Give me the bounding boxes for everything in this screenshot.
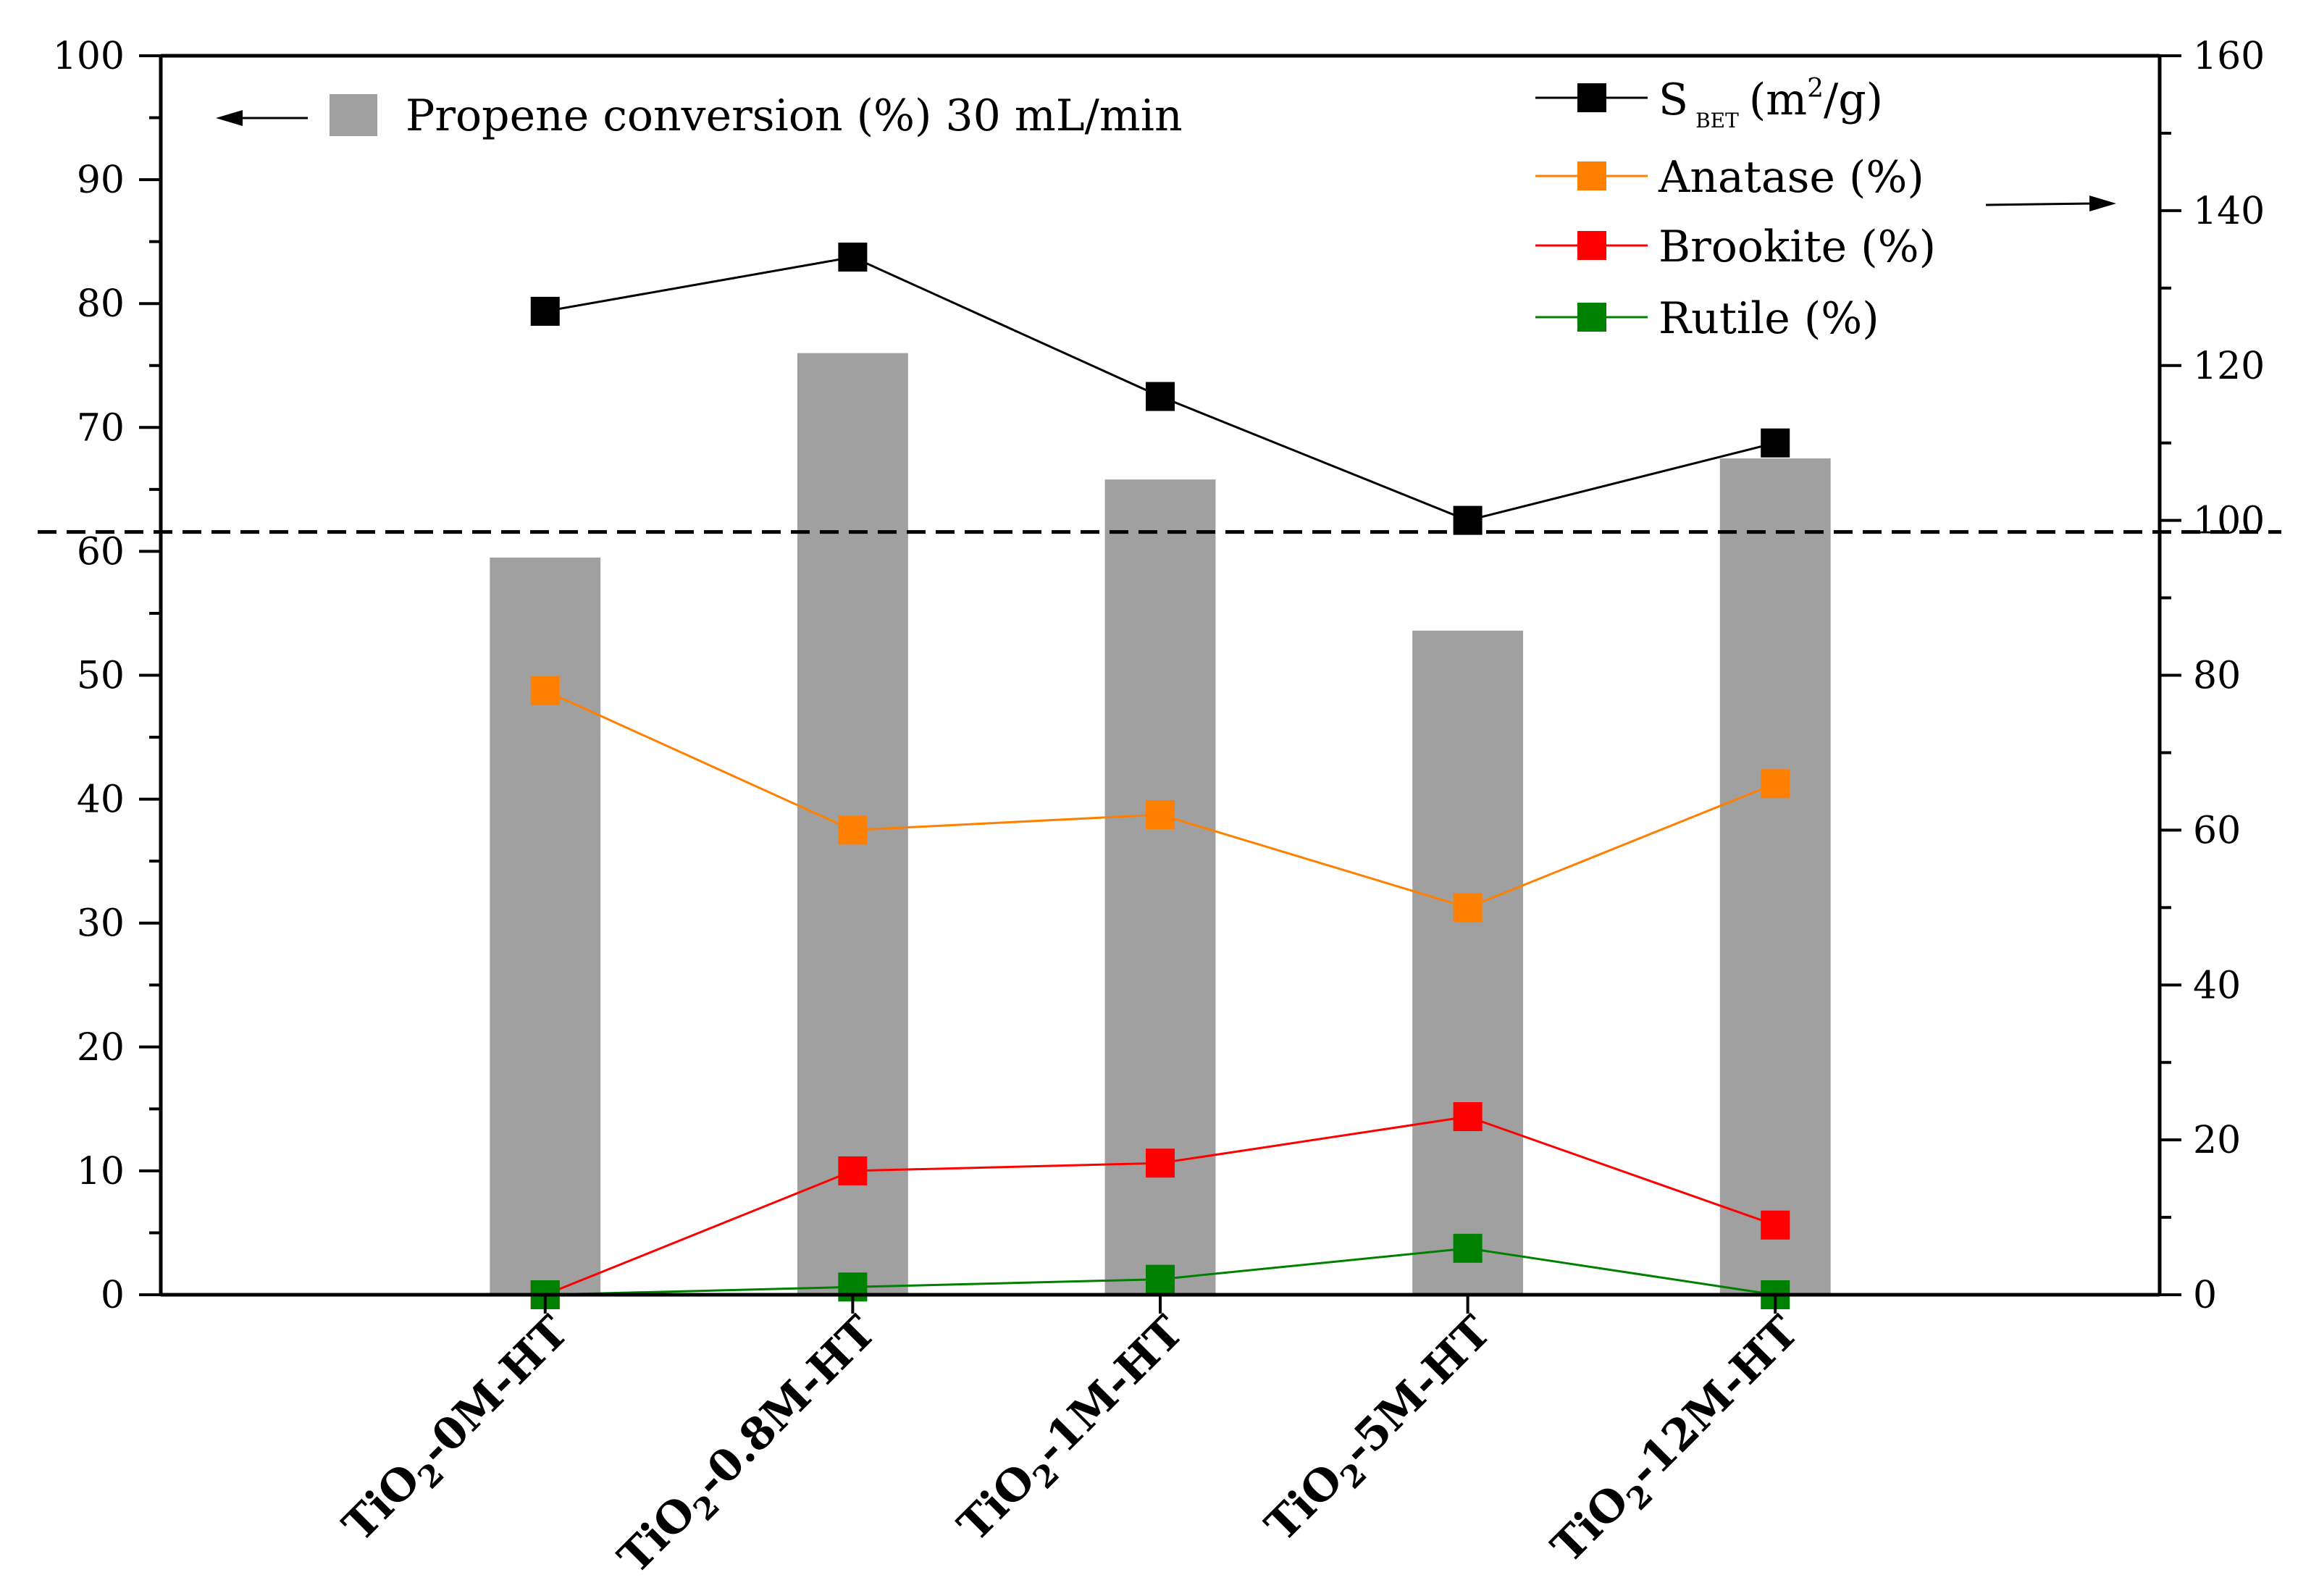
left-tick-label: 10 — [77, 1150, 125, 1193]
point-anatase-2 — [838, 815, 868, 845]
bar-5 — [1719, 458, 1831, 1295]
category-label-1: TiO2-0M-HT — [333, 1306, 584, 1557]
left-tick-label: 20 — [77, 1026, 125, 1070]
right-tick-label: 120 — [2193, 345, 2265, 388]
legend-sbet-unit-post: /g) — [1824, 75, 1883, 125]
category-label-2: TiO2-0.8M-HT — [609, 1306, 892, 1589]
legend-bar-swatch — [330, 94, 377, 136]
category-label-3: TiO2-1M-HT — [948, 1306, 1199, 1557]
left-tick-label: 60 — [77, 530, 125, 574]
legend-sbet-unit-pre: (m — [1749, 75, 1807, 125]
point-brookite-4 — [1453, 1102, 1483, 1132]
point-sbet-5 — [1761, 428, 1790, 458]
legend-sbet-sub: BET — [1695, 109, 1739, 133]
point-anatase-5 — [1761, 769, 1790, 799]
bar-1 — [490, 557, 601, 1295]
point-sbet-1 — [530, 296, 560, 326]
legend-anatase-marker — [1577, 161, 1606, 190]
legend-sbet-marker — [1577, 83, 1606, 112]
point-brookite-2 — [838, 1156, 868, 1185]
point-brookite-5 — [1761, 1210, 1790, 1240]
right-tick-label: 140 — [2193, 190, 2265, 233]
point-rutile-4 — [1453, 1233, 1483, 1263]
left-tick-label: 90 — [77, 159, 125, 202]
point-sbet-3 — [1146, 382, 1175, 411]
right-axis-arrow-line — [1985, 202, 2094, 206]
legend-left: Propene conversion (%) 30 mL/min — [216, 91, 1183, 141]
legend-brookite-label: Brookite (%) — [1658, 222, 1936, 272]
left-tick-label: 100 — [53, 35, 125, 78]
legend-item-anatase: Anatase (%) — [1535, 152, 1924, 203]
ticks-layer: 0 10 20 30 40 50 60 70 80 90 100 0 20 40 60 80 100 120 140… — [53, 35, 2265, 1317]
point-sbet-2 — [838, 243, 868, 272]
right-tick-label: 40 — [2193, 964, 2241, 1007]
left-tick-label: 50 — [77, 655, 125, 698]
right-tick-label: 160 — [2193, 35, 2265, 78]
left-tick-label: 70 — [77, 406, 125, 450]
left-tick-label: 0 — [101, 1274, 125, 1317]
left-axis-arrow-head-icon — [216, 110, 243, 126]
legend-brookite-marker — [1577, 231, 1606, 260]
point-anatase-4 — [1453, 893, 1483, 923]
category-label-4: TiO2-5M-HT — [1256, 1306, 1506, 1557]
legend-sbet-sup: 2 — [1807, 74, 1824, 104]
legend-rutile-label: Rutile (%) — [1658, 293, 1879, 344]
legend-bar-label: Propene conversion (%) 30 mL/min — [406, 91, 1183, 141]
right-tick-label: 100 — [2193, 500, 2265, 543]
bar-4 — [1412, 630, 1524, 1295]
legend-anatase-label: Anatase (%) — [1658, 152, 1924, 203]
right-tick-label: 80 — [2193, 655, 2241, 698]
left-tick-label: 30 — [77, 902, 125, 946]
right-axis-arrow-head-icon — [2089, 196, 2116, 211]
legend-right: S BET (m2/g) Anatase (%) Brookite (%) Ruti… — [1535, 74, 2116, 344]
point-rutile-3 — [1146, 1264, 1175, 1294]
legend-sbet-main: S — [1658, 75, 1688, 125]
series-lines-layer — [530, 243, 1790, 1309]
point-sbet-4 — [1453, 505, 1483, 535]
legend-item-brookite: Brookite (%) — [1535, 222, 1936, 272]
point-anatase-1 — [530, 676, 560, 705]
right-tick-label: 0 — [2193, 1274, 2217, 1317]
left-tick-label: 80 — [77, 282, 125, 326]
legend-rutile-marker — [1577, 303, 1606, 332]
point-brookite-3 — [1146, 1148, 1175, 1178]
left-tick-label: 40 — [77, 778, 125, 822]
point-anatase-3 — [1146, 799, 1175, 829]
right-tick-label: 60 — [2193, 809, 2241, 852]
legend-sbet-label: S BET (m2/g) — [1658, 74, 1883, 133]
right-tick-label: 20 — [2193, 1119, 2241, 1162]
legend-item-sbet: S BET (m2/g) — [1535, 74, 1883, 133]
legend-item-rutile: Rutile (%) — [1535, 293, 1879, 344]
category-label-5: TiO2-12M-HT — [1542, 1306, 1814, 1579]
